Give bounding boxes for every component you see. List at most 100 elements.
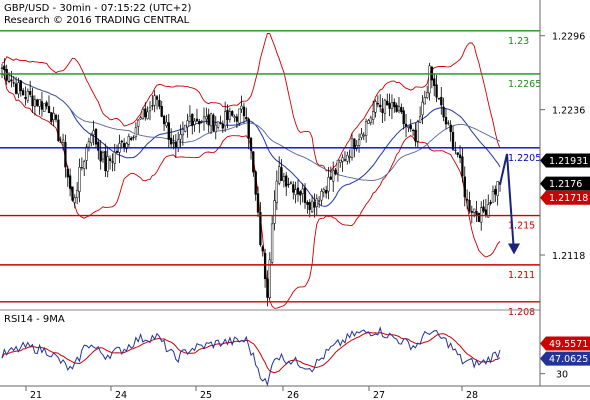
candle-body xyxy=(343,159,347,161)
time-tick-label: 24 xyxy=(115,390,127,400)
candle-body xyxy=(433,78,436,86)
time-tick-label: 26 xyxy=(287,390,299,400)
candle-body xyxy=(97,141,100,151)
candle-body xyxy=(233,116,236,118)
candle-body xyxy=(376,103,379,105)
candle-body xyxy=(426,92,429,98)
rsi-pane: RSI14 - 9MA 30 49.5571 47.0625 xyxy=(1,314,590,387)
candle-body xyxy=(47,106,51,114)
candle-body xyxy=(320,191,323,201)
candle-body xyxy=(50,112,53,122)
level-label: 1.2265 xyxy=(508,79,541,90)
candle-body xyxy=(68,175,72,189)
candle-body xyxy=(388,103,391,109)
candle-body xyxy=(341,157,344,162)
candle-body xyxy=(59,141,62,143)
candle-body xyxy=(33,99,37,107)
candle-body xyxy=(181,129,185,136)
candle-body xyxy=(235,116,239,122)
candle-body xyxy=(111,161,114,163)
candle-body xyxy=(336,159,340,174)
candle-body xyxy=(212,114,215,131)
rsi-tick-label: 30 xyxy=(556,370,568,381)
candle-body xyxy=(202,116,206,122)
candle-body xyxy=(411,129,415,132)
candle-body xyxy=(127,136,130,145)
candle-body xyxy=(17,82,20,95)
candle-body xyxy=(165,121,168,127)
ma-red-tag-text: 1.21718 xyxy=(549,193,588,204)
candle-body xyxy=(428,65,431,94)
candle-body xyxy=(456,152,459,155)
candle-body xyxy=(238,108,241,124)
support-resistance-levels: 1.23 1.2265 1.2205 1.215 1.211 1.208 xyxy=(0,30,541,318)
candle-body xyxy=(404,123,408,127)
candle-body xyxy=(383,99,387,114)
candle-body xyxy=(80,167,84,169)
rsi-ma-tag: 49.5571 xyxy=(540,336,590,351)
candle-body xyxy=(184,124,187,132)
candle-body xyxy=(259,212,262,246)
candle-body xyxy=(461,156,464,177)
level-label: 1.23 xyxy=(508,36,529,47)
candle-body xyxy=(372,111,375,120)
candle-body xyxy=(94,128,98,145)
candle-body xyxy=(195,118,199,122)
candle-body xyxy=(386,100,389,106)
candle-body xyxy=(280,167,283,181)
candle-body xyxy=(458,154,462,159)
candle-body xyxy=(468,199,471,212)
rsi-series xyxy=(1,326,501,387)
level-label: 1.215 xyxy=(508,221,535,232)
candle-body xyxy=(87,141,91,148)
candle-body xyxy=(160,106,163,117)
candle-body xyxy=(43,103,46,112)
candle-body xyxy=(139,117,142,120)
candlestick-series xyxy=(0,58,502,307)
candle-body xyxy=(473,208,476,213)
candle-body xyxy=(418,116,422,123)
candle-body xyxy=(146,111,149,119)
candle-body xyxy=(73,197,76,203)
candle-body xyxy=(379,104,382,108)
candle-body xyxy=(228,111,232,120)
candle-body xyxy=(421,101,424,116)
candle-body xyxy=(416,121,419,142)
candle-body xyxy=(369,117,372,123)
candle-body xyxy=(106,156,109,172)
rsi-ma-tag-bg xyxy=(540,336,590,351)
candle-body xyxy=(83,161,86,169)
forecast-path xyxy=(499,153,515,253)
candle-body xyxy=(162,115,166,125)
candle-body xyxy=(447,122,450,124)
candle-body xyxy=(440,96,443,106)
candle-body xyxy=(134,127,138,137)
candle-body xyxy=(19,80,22,92)
candle-body xyxy=(177,139,180,148)
ma-blue-tag: 1.21931 xyxy=(540,153,590,168)
candle-body xyxy=(200,121,203,123)
candle-body xyxy=(487,204,490,218)
candle-body xyxy=(205,116,208,120)
forecast-arrowhead xyxy=(508,243,520,255)
candle-body xyxy=(29,91,32,95)
candle-body xyxy=(463,176,466,198)
candle-body xyxy=(268,259,271,298)
candle-body xyxy=(313,201,316,208)
candle-body xyxy=(407,126,410,128)
candle-body xyxy=(465,198,469,201)
candle-body xyxy=(282,176,286,182)
price-tick-label: 1.2118 xyxy=(552,251,585,262)
candle-body xyxy=(45,102,48,107)
candle-body xyxy=(90,135,93,144)
candle-body xyxy=(322,189,325,193)
time-axis: 21 24 25 26 27 28 xyxy=(25,386,478,400)
rsi-line xyxy=(1,326,501,387)
candle-body xyxy=(327,177,330,192)
candle-body xyxy=(120,140,123,143)
candle-body xyxy=(92,130,95,135)
last-price-tag: 1.2176 xyxy=(540,176,590,191)
candle-body xyxy=(294,189,297,196)
candle-body xyxy=(104,151,107,172)
